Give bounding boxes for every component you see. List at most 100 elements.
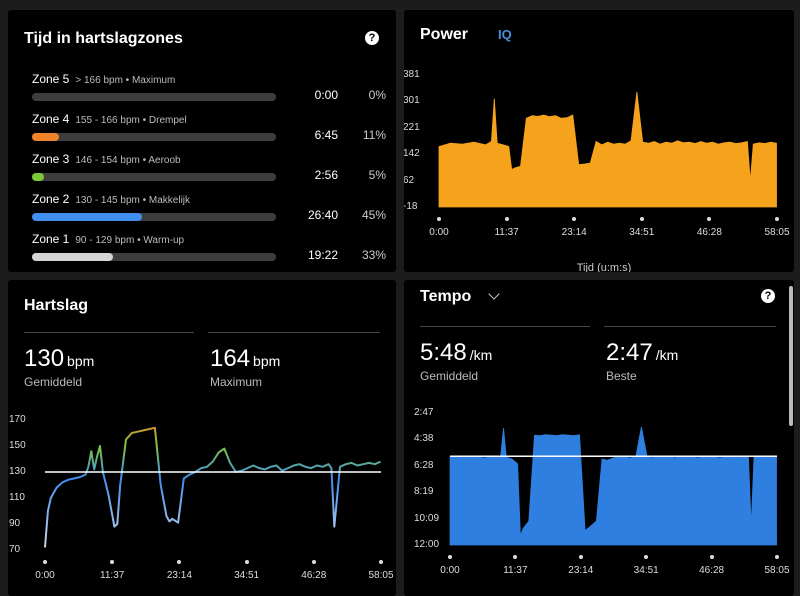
zone-progress-fill <box>32 133 59 141</box>
y-tick-label: 381 <box>404 69 420 80</box>
zone-label: Zone 4 <box>32 112 70 126</box>
y-tick-label: 90 <box>9 518 21 529</box>
zone-time: 19:22 <box>307 248 338 262</box>
connect-iq-badge[interactable]: IQ <box>498 27 512 42</box>
y-tick-label: 62 <box>404 174 415 186</box>
x-tick-label: 58:05 <box>764 227 790 238</box>
x-tick-label: 11:37 <box>494 227 519 238</box>
hr-average-unit: bpm <box>67 353 95 369</box>
x-tick-label: 11:37 <box>100 570 125 581</box>
zone-progress-fill <box>32 173 45 181</box>
power-series-area <box>438 91 777 208</box>
heart-rate-title: Hartslag <box>24 297 89 314</box>
x-tick-label: 23:14 <box>568 565 594 576</box>
zone-description: > 166 bpm • Maximum <box>75 75 176 86</box>
x-tick-marker <box>644 555 649 559</box>
zone-label: Zone 5 <box>32 72 70 86</box>
pace-best-unit: /km <box>655 347 679 363</box>
y-tick-label: 8:19 <box>414 486 434 498</box>
zone-progress-bar <box>32 253 276 261</box>
y-tick-label: 110 <box>9 492 25 503</box>
zone-label: Zone 3 <box>32 152 70 166</box>
zone-progress-fill <box>32 253 113 261</box>
zone-percentage: 45% <box>361 208 386 222</box>
pace-average-number: 5:48 <box>420 339 467 366</box>
y-tick-label: 221 <box>404 121 420 133</box>
pace-average-label: Gemiddeld <box>420 369 479 383</box>
zone-progress-bar <box>32 93 276 101</box>
zone-description: 146 - 154 bpm • Aeroob <box>75 155 181 166</box>
x-tick-label: 0:00 <box>440 565 460 576</box>
tempo-series-area <box>449 426 777 546</box>
y-tick-label: 6:28 <box>414 459 434 471</box>
x-tick-marker <box>775 217 779 221</box>
zone-row: Zone 5 > 166 bpm • Maximum 0:00 0% <box>8 72 386 108</box>
power-x-axis-label: Tijd (u:m:s) <box>576 262 632 272</box>
hr-zones-title: Tijd in hartslagzones <box>24 30 183 47</box>
zone-name: Zone 5 > 166 bpm • Maximum <box>32 72 175 86</box>
y-tick-label: 170 <box>9 414 26 425</box>
y-tick-label: 4:38 <box>414 433 434 445</box>
zone-name: Zone 2 130 - 145 bpm • Makkelijk <box>32 192 190 206</box>
zone-percentage: 5% <box>368 168 386 182</box>
zone-description: 90 - 129 bpm • Warm-up <box>75 235 185 246</box>
y-tick-label: 70 <box>9 544 21 555</box>
hr-max-label: Maximum <box>210 375 263 389</box>
pace-best-label: Beste <box>606 369 637 383</box>
zone-progress-bar <box>32 133 276 141</box>
x-tick-marker <box>437 217 441 221</box>
x-tick-marker <box>43 560 47 564</box>
zone-percentage: 11% <box>362 128 386 142</box>
zone-row: Zone 3 146 - 154 bpm • Aeroob 2:56 5% <box>8 152 386 188</box>
x-tick-label: 34:51 <box>633 565 659 576</box>
heart-rate-panel: Hartslag 130 bpm Gemiddeld 164 bpm Maximum… <box>8 280 396 596</box>
pace-best-value: 2:47/km <box>606 339 678 367</box>
help-icon[interactable]: ? <box>761 289 775 303</box>
x-tick-marker <box>513 555 518 559</box>
zone-time: 26:40 <box>307 208 338 222</box>
y-tick-label: 130 <box>9 466 26 477</box>
scrollbar[interactable] <box>789 286 793 426</box>
x-tick-label: 23:14 <box>166 570 192 581</box>
y-tick-label: -18 <box>404 201 418 212</box>
x-tick-label: 34:51 <box>234 570 260 581</box>
x-tick-label: 46:28 <box>699 565 725 576</box>
pace-best-number: 2:47 <box>606 339 653 366</box>
hr-max-value: 164 bpm <box>210 345 280 373</box>
zone-time: 0:00 <box>314 88 338 102</box>
divider <box>604 326 776 327</box>
x-tick-label: 23:14 <box>561 227 587 238</box>
y-tick-label: 12:00 <box>414 539 440 550</box>
divider <box>24 332 194 333</box>
x-tick-marker <box>311 560 316 564</box>
x-tick-marker <box>775 555 779 559</box>
x-tick-label: 34:51 <box>629 227 655 238</box>
hr-average-value: 130 bpm <box>24 345 94 373</box>
tempo-plot <box>449 426 777 546</box>
x-tick-marker <box>578 555 583 559</box>
zone-percentage: 0% <box>368 88 386 102</box>
y-tick-label: 150 <box>9 440 26 451</box>
x-tick-marker <box>572 217 577 221</box>
zone-time: 6:45 <box>314 128 338 142</box>
zone-percentage: 33% <box>361 248 386 262</box>
zone-description: 130 - 145 bpm • Makkelijk <box>75 195 191 206</box>
y-tick-label: 2:47 <box>414 407 434 418</box>
zone-time: 2:56 <box>314 168 338 182</box>
zone-name: Zone 3 146 - 154 bpm • Aeroob <box>32 152 181 166</box>
zone-row: Zone 4 155 - 166 bpm • Drempel 6:45 11% <box>8 112 386 148</box>
x-tick-marker <box>177 560 182 564</box>
hr-zones-panel: Tijd in hartslagzones ? Zone 5 > 166 bpm … <box>8 10 396 272</box>
x-tick-marker <box>244 560 249 564</box>
divider <box>208 332 380 333</box>
x-tick-marker <box>639 217 644 221</box>
hr-average-number: 130 <box>24 345 65 372</box>
x-tick-marker <box>379 560 383 564</box>
power-plot <box>438 91 777 208</box>
x-tick-marker <box>504 217 509 221</box>
help-icon[interactable]: ? <box>365 31 379 45</box>
x-tick-label: 0:00 <box>429 227 449 238</box>
x-tick-marker <box>448 555 452 559</box>
hartslag-series-line <box>44 426 381 548</box>
x-tick-label: 58:05 <box>764 565 790 576</box>
